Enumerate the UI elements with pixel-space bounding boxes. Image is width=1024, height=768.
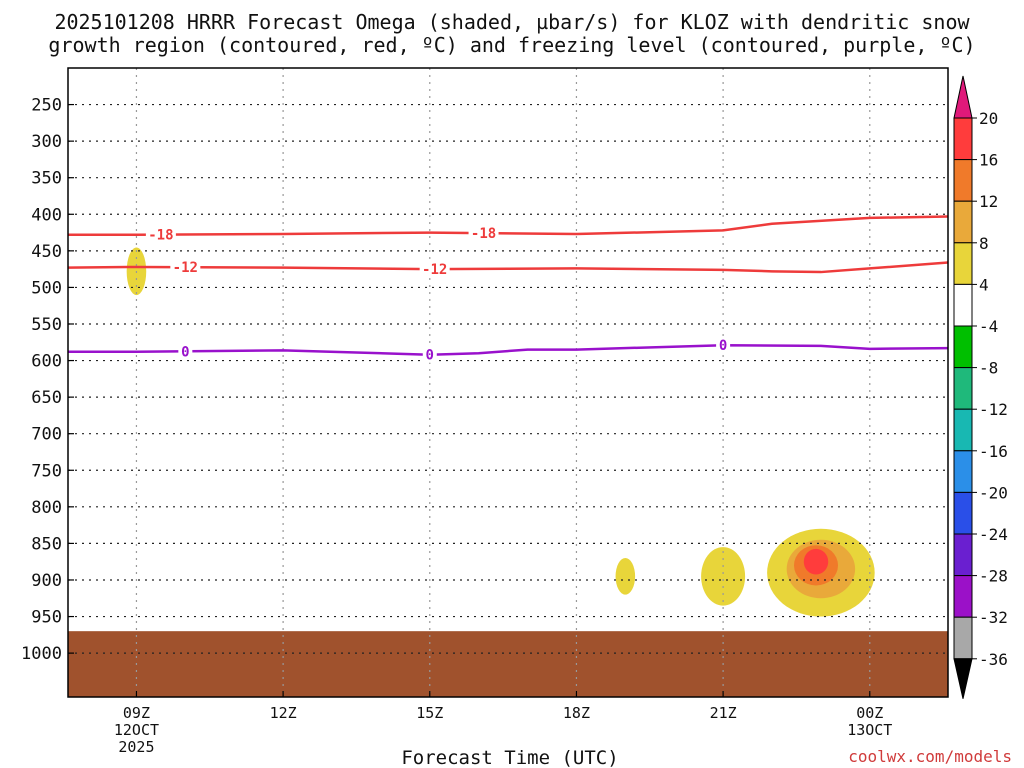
contour--18 bbox=[68, 215, 949, 237]
contour-label: 0 bbox=[426, 348, 434, 364]
x-tick-label: 12Z bbox=[270, 704, 297, 722]
colorbar-top-arrow bbox=[953, 75, 973, 119]
colorbar-swatch bbox=[953, 491, 973, 535]
y-tick-label: 750 bbox=[31, 461, 62, 481]
x-tick-label: 09Z bbox=[123, 704, 150, 722]
y-tick-label: 900 bbox=[31, 571, 62, 591]
y-axis: 250 300 350 400 450 500 550 600 650 700 750 800 850 9… bbox=[21, 96, 74, 664]
contour-label-bg bbox=[170, 259, 201, 276]
omega-area-16 bbox=[803, 548, 829, 575]
colorbar-swatch bbox=[953, 242, 973, 285]
x-tick-label: 2025 bbox=[118, 738, 154, 756]
colorbar-swatch bbox=[953, 367, 973, 410]
x-tick-label: 18Z bbox=[563, 704, 590, 722]
x-tick-label: 15Z bbox=[416, 704, 443, 722]
colorbar-label: 4 bbox=[979, 275, 989, 294]
contour-label: 0 bbox=[719, 338, 727, 354]
y-tick-label: 850 bbox=[31, 534, 62, 554]
colorbar-swatch bbox=[953, 408, 973, 452]
colorbar-label: -24 bbox=[979, 525, 1008, 544]
colorbar-label: -12 bbox=[979, 400, 1008, 419]
y-tick-label: 1000 bbox=[21, 644, 62, 664]
y-tick-label: 950 bbox=[31, 608, 62, 628]
colorbar-swatch bbox=[953, 325, 973, 369]
y-tick-label: 550 bbox=[31, 315, 62, 335]
contour-label-bg bbox=[178, 343, 193, 360]
omega-area-4 bbox=[701, 547, 746, 606]
x-tick-label: 13OCT bbox=[847, 721, 892, 739]
colorbar-label: 12 bbox=[979, 192, 998, 211]
y-tick-label: 300 bbox=[31, 132, 62, 152]
contour-label-bg bbox=[468, 225, 499, 242]
colorbar-label: -20 bbox=[979, 483, 1008, 502]
colorbar-label: 20 bbox=[979, 109, 998, 128]
x-tick-label: 12OCT bbox=[114, 721, 159, 739]
y-tick-label: 800 bbox=[31, 498, 62, 518]
colorbar-label: -32 bbox=[979, 608, 1008, 627]
omega-area-4 bbox=[615, 558, 636, 595]
colorbar-label: -36 bbox=[979, 650, 1008, 669]
y-tick-label: 650 bbox=[31, 388, 62, 408]
colorbar-label: -8 bbox=[979, 359, 998, 378]
colorbar-label: -16 bbox=[979, 442, 1008, 461]
contour-label-bg bbox=[419, 261, 450, 278]
x-axis-label: Forecast Time (UTC) bbox=[401, 747, 618, 768]
contour-label: -18 bbox=[471, 226, 496, 242]
credit-text[interactable]: coolwx.com/models bbox=[848, 747, 1012, 766]
y-tick-label: 400 bbox=[31, 205, 62, 225]
chart-title-line2: growth region (contoured, red, ºC) and f… bbox=[48, 33, 975, 57]
omega-shading bbox=[126, 247, 875, 617]
contour-label: 0 bbox=[181, 344, 189, 360]
colorbar-swatch bbox=[953, 450, 973, 493]
x-tick-label: 21Z bbox=[710, 704, 737, 722]
contour-label-bg bbox=[422, 346, 437, 363]
contour-0 bbox=[68, 343, 949, 356]
colorbar-swatch bbox=[953, 200, 973, 244]
y-tick-label: 350 bbox=[31, 169, 62, 189]
contour-label-bg bbox=[145, 226, 176, 243]
y-tick-label: 700 bbox=[31, 425, 62, 445]
y-tick-label: 500 bbox=[31, 278, 62, 298]
ground-below-surface bbox=[68, 631, 948, 697]
colorbar-swatch bbox=[953, 616, 973, 660]
contour--12 bbox=[67, 261, 949, 274]
colorbar-swatch bbox=[953, 159, 973, 202]
colorbar-bottom-arrow bbox=[953, 658, 973, 699]
colorbar-label: -28 bbox=[979, 567, 1008, 586]
plot-frame bbox=[67, 67, 949, 698]
colorbar-label: -4 bbox=[979, 317, 998, 336]
contour-label: -12 bbox=[422, 262, 447, 278]
contour-label-bg bbox=[716, 337, 731, 354]
y-tick-label: 600 bbox=[31, 352, 62, 372]
contour-lines: -18 -18-12 -120 00 bbox=[67, 215, 949, 364]
colorbar-label: 8 bbox=[979, 234, 989, 253]
colorbar-swatch bbox=[953, 575, 973, 618]
contour-label: -12 bbox=[173, 260, 198, 276]
colorbar-swatch bbox=[953, 117, 973, 161]
colorbar-swatch bbox=[953, 533, 973, 577]
x-tick-label: 00Z bbox=[856, 704, 883, 722]
colorbar-label: 16 bbox=[979, 151, 998, 170]
colorbar: 20 16 12 8 4 -4 -8 -12 -16 -20 -24 -28 -32 -36 bbox=[953, 75, 1008, 699]
colorbar-swatch bbox=[953, 283, 973, 327]
y-tick-label: 250 bbox=[31, 96, 62, 116]
contour-label: -18 bbox=[148, 228, 173, 244]
chart-title-line1: 2025101208 HRRR Forecast Omega (shaded, … bbox=[54, 10, 970, 34]
y-tick-label: 450 bbox=[31, 242, 62, 262]
